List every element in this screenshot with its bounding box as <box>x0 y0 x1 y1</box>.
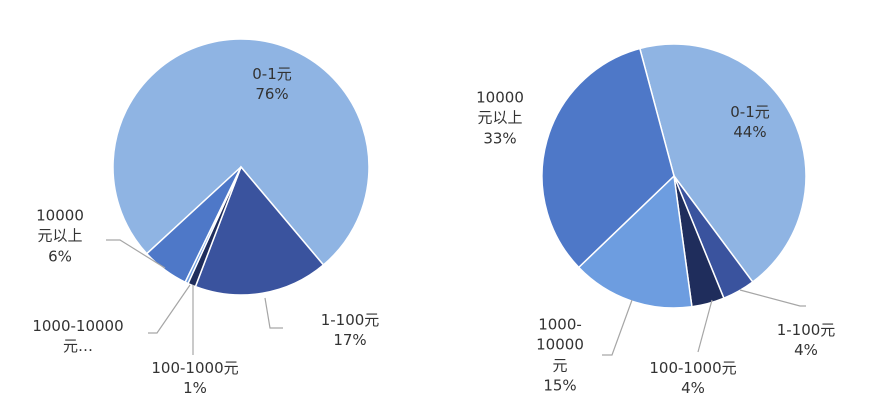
leader-line <box>148 284 191 334</box>
slice-label: 1-100元 4% <box>777 320 836 361</box>
value-label: 33% <box>483 129 517 148</box>
category-label: 100-1000元 <box>649 358 737 377</box>
category-label: 1000-10000元… <box>32 316 124 355</box>
value-label: 44% <box>733 123 767 141</box>
pie-slice <box>638 43 807 284</box>
slice-label: 0-1元 76% <box>252 64 292 105</box>
pie-slice <box>541 47 675 269</box>
value-label: 76% <box>255 85 289 103</box>
slice-label: 0-1元 44% <box>730 102 770 143</box>
value-label: 1% <box>183 379 207 397</box>
value-label: 17% <box>333 331 367 349</box>
category-label: 1-100元 <box>776 320 836 339</box>
category-label: 0-1元 <box>730 102 770 121</box>
value-label: 4% <box>794 341 818 359</box>
category-label: 10000元以上 <box>476 88 524 127</box>
leader-line <box>264 297 283 329</box>
category-label: 1-100元 <box>320 310 380 329</box>
category-label: 100-1000元 <box>151 358 239 377</box>
leader-line <box>106 239 166 269</box>
category-label: 10000元以上 <box>36 206 84 245</box>
slice-label: 10000元以上 33% <box>469 88 531 149</box>
pie-slice <box>145 166 242 284</box>
leader-line <box>697 299 713 353</box>
pie-slice <box>112 38 370 266</box>
slice-label: 1000-10000元 15% <box>529 315 591 396</box>
value-label: 15% <box>543 376 577 395</box>
value-label: 6% <box>48 247 72 266</box>
pie-slice <box>577 174 693 309</box>
slice-label: 100-1000元 4% <box>649 358 736 399</box>
pie-slice <box>194 165 325 296</box>
slice-label: 100-1000元 1% <box>151 358 238 399</box>
value-label: 4% <box>681 379 705 397</box>
slice-label: 1000-10000元… <box>32 316 124 357</box>
slice-label: 1-100元 17% <box>321 310 380 351</box>
leader-line <box>602 299 633 356</box>
leader-line <box>739 289 806 307</box>
slice-label: 10000元以上 6% <box>29 206 91 267</box>
category-label: 1000-10000元 <box>536 315 584 375</box>
category-label: 0-1元 <box>252 64 292 83</box>
